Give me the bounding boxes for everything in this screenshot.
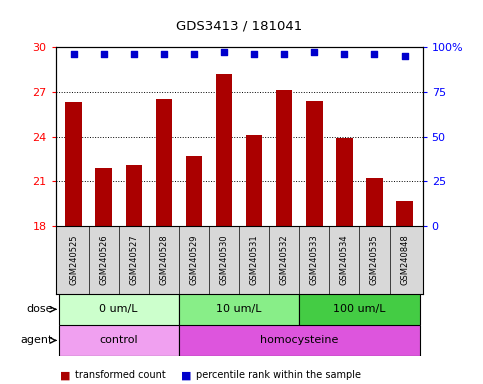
Text: GSM240531: GSM240531: [250, 235, 258, 285]
Point: [370, 51, 378, 57]
Point: [341, 51, 348, 57]
Bar: [156, 99, 172, 226]
Text: agent: agent: [21, 335, 53, 346]
Bar: [216, 74, 232, 226]
Bar: [246, 135, 262, 226]
Bar: [336, 138, 353, 226]
Text: GSM240530: GSM240530: [220, 235, 228, 285]
Point: [70, 51, 77, 57]
Point: [160, 51, 168, 57]
Text: GSM240848: GSM240848: [400, 235, 409, 285]
Bar: [126, 165, 142, 226]
Bar: [58, 294, 179, 325]
Text: homocysteine: homocysteine: [260, 335, 339, 346]
Text: ■: ■: [181, 370, 192, 380]
Text: 0 um/L: 0 um/L: [99, 304, 138, 314]
Text: GSM240534: GSM240534: [340, 235, 349, 285]
Point: [250, 51, 258, 57]
Bar: [185, 156, 202, 226]
Text: ■: ■: [60, 370, 71, 380]
Text: GSM240532: GSM240532: [280, 235, 289, 285]
Point: [100, 51, 108, 57]
Text: control: control: [99, 335, 138, 346]
Point: [130, 51, 138, 57]
Point: [311, 49, 318, 55]
Text: GSM240528: GSM240528: [159, 235, 169, 285]
Bar: [96, 168, 112, 226]
Text: GDS3413 / 181041: GDS3413 / 181041: [176, 20, 302, 33]
Text: GSM240535: GSM240535: [370, 235, 379, 285]
Text: 10 um/L: 10 um/L: [216, 304, 262, 314]
Bar: [179, 325, 420, 356]
Bar: [306, 101, 323, 226]
Text: 100 um/L: 100 um/L: [333, 304, 386, 314]
Text: GSM240533: GSM240533: [310, 235, 319, 285]
Point: [280, 51, 288, 57]
Bar: [366, 179, 383, 226]
Text: GSM240525: GSM240525: [69, 235, 78, 285]
Text: dose: dose: [27, 304, 53, 314]
Text: percentile rank within the sample: percentile rank within the sample: [196, 370, 361, 380]
Point: [190, 51, 198, 57]
Text: transformed count: transformed count: [75, 370, 166, 380]
Bar: [276, 90, 293, 226]
Bar: [65, 102, 82, 226]
Bar: [179, 294, 299, 325]
Bar: [396, 201, 413, 226]
Bar: [299, 294, 420, 325]
Point: [401, 53, 409, 59]
Text: GSM240529: GSM240529: [189, 235, 199, 285]
Text: GSM240527: GSM240527: [129, 235, 138, 285]
Bar: [58, 325, 179, 356]
Text: GSM240526: GSM240526: [99, 235, 108, 285]
Point: [220, 49, 228, 55]
